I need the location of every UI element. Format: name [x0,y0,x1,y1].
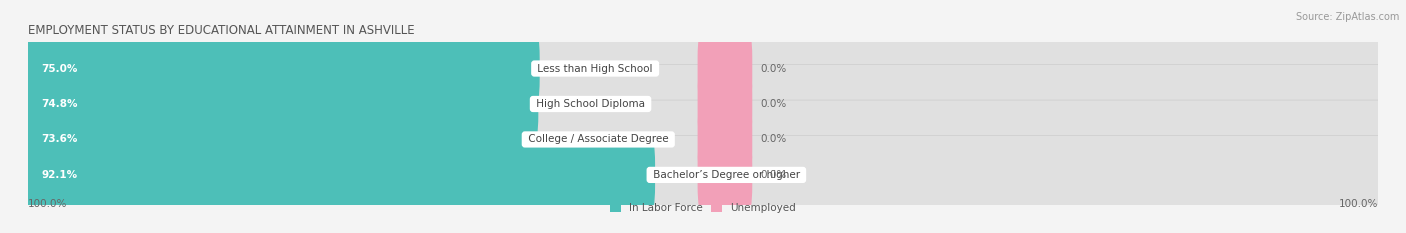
FancyBboxPatch shape [22,100,530,179]
FancyBboxPatch shape [22,29,1384,108]
Text: College / Associate Degree: College / Associate Degree [524,134,672,144]
FancyBboxPatch shape [22,65,538,143]
FancyBboxPatch shape [22,65,1384,143]
FancyBboxPatch shape [697,65,752,143]
Text: Source: ZipAtlas.com: Source: ZipAtlas.com [1295,12,1399,22]
Text: 92.1%: 92.1% [42,170,77,180]
Legend: In Labor Force, Unemployed: In Labor Force, Unemployed [610,203,796,213]
FancyBboxPatch shape [697,100,752,179]
Text: 74.8%: 74.8% [42,99,79,109]
FancyBboxPatch shape [22,136,1384,214]
FancyBboxPatch shape [22,136,655,214]
FancyBboxPatch shape [697,136,752,214]
Text: 0.0%: 0.0% [761,99,786,109]
Text: 100.0%: 100.0% [28,199,67,209]
Text: 73.6%: 73.6% [42,134,77,144]
FancyBboxPatch shape [22,100,1384,179]
Text: Bachelor’s Degree or higher: Bachelor’s Degree or higher [650,170,803,180]
FancyBboxPatch shape [22,29,540,108]
Text: 0.0%: 0.0% [761,64,786,74]
FancyBboxPatch shape [697,29,752,108]
Text: EMPLOYMENT STATUS BY EDUCATIONAL ATTAINMENT IN ASHVILLE: EMPLOYMENT STATUS BY EDUCATIONAL ATTAINM… [28,24,415,37]
Text: 0.0%: 0.0% [761,170,786,180]
Text: 100.0%: 100.0% [1339,199,1378,209]
Text: 0.0%: 0.0% [761,134,786,144]
Text: 75.0%: 75.0% [42,64,77,74]
Text: High School Diploma: High School Diploma [533,99,648,109]
Text: Less than High School: Less than High School [534,64,657,74]
